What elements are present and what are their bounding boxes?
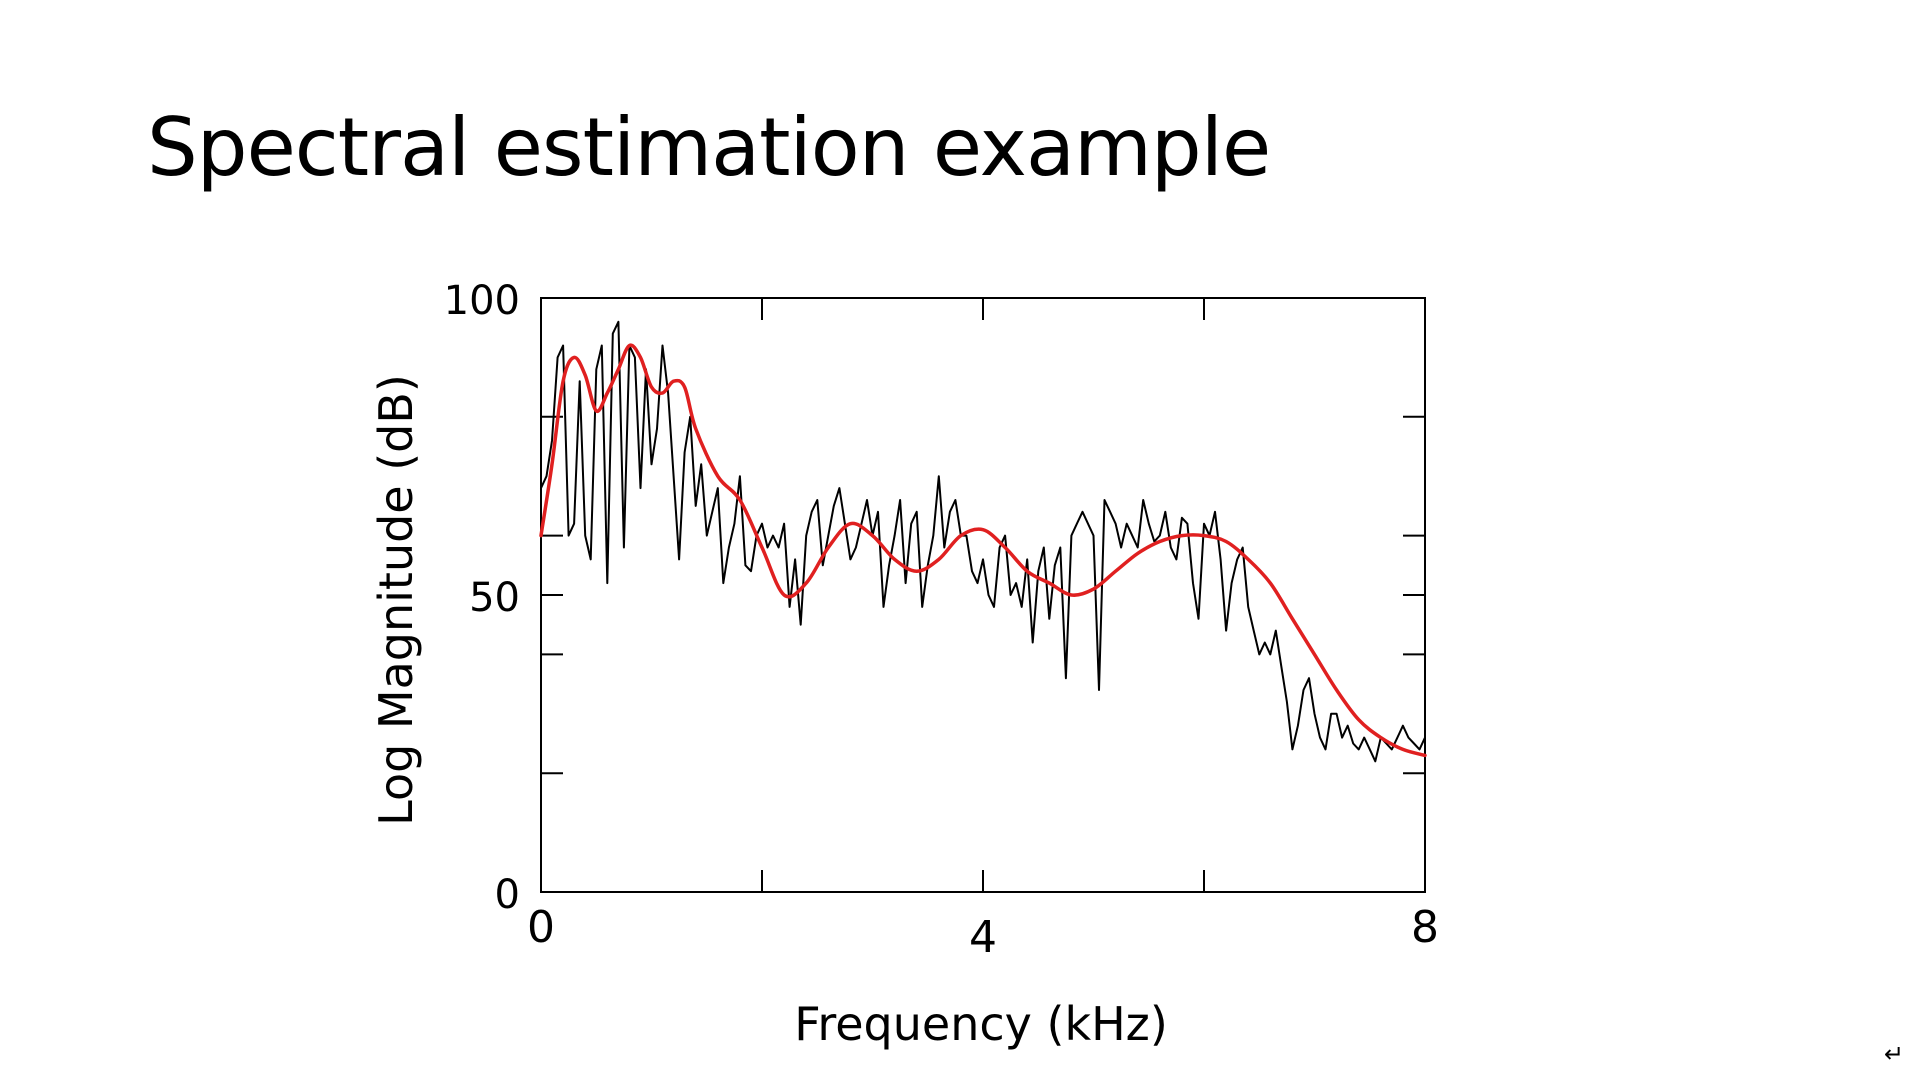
plot-frame [540,297,1426,893]
spectrum-line [540,320,1426,763]
y-axis-label: Log Magnitude (dB) [369,374,423,826]
back-arrow-icon[interactable]: ↵ [1884,1040,1905,1068]
y-tick-label: 50 [469,575,520,621]
x-tick-label: 4 [969,912,997,963]
envelope-line [539,343,1427,758]
axes-layer [540,297,1426,893]
slide-title: Spectral estimation example [147,101,1271,194]
x-axis-label: Frequency (kHz) [794,997,1168,1051]
y-tick-label: 0 [495,872,520,918]
label-layer: Frequency (kHz) Log Magnitude (dB) 0 4 8 0 5… [369,278,1439,1051]
x-tick-label: 8 [1411,902,1439,953]
x-tick-label: 0 [527,902,555,953]
y-tick-label: 100 [444,278,520,324]
series-layer [539,320,1427,763]
